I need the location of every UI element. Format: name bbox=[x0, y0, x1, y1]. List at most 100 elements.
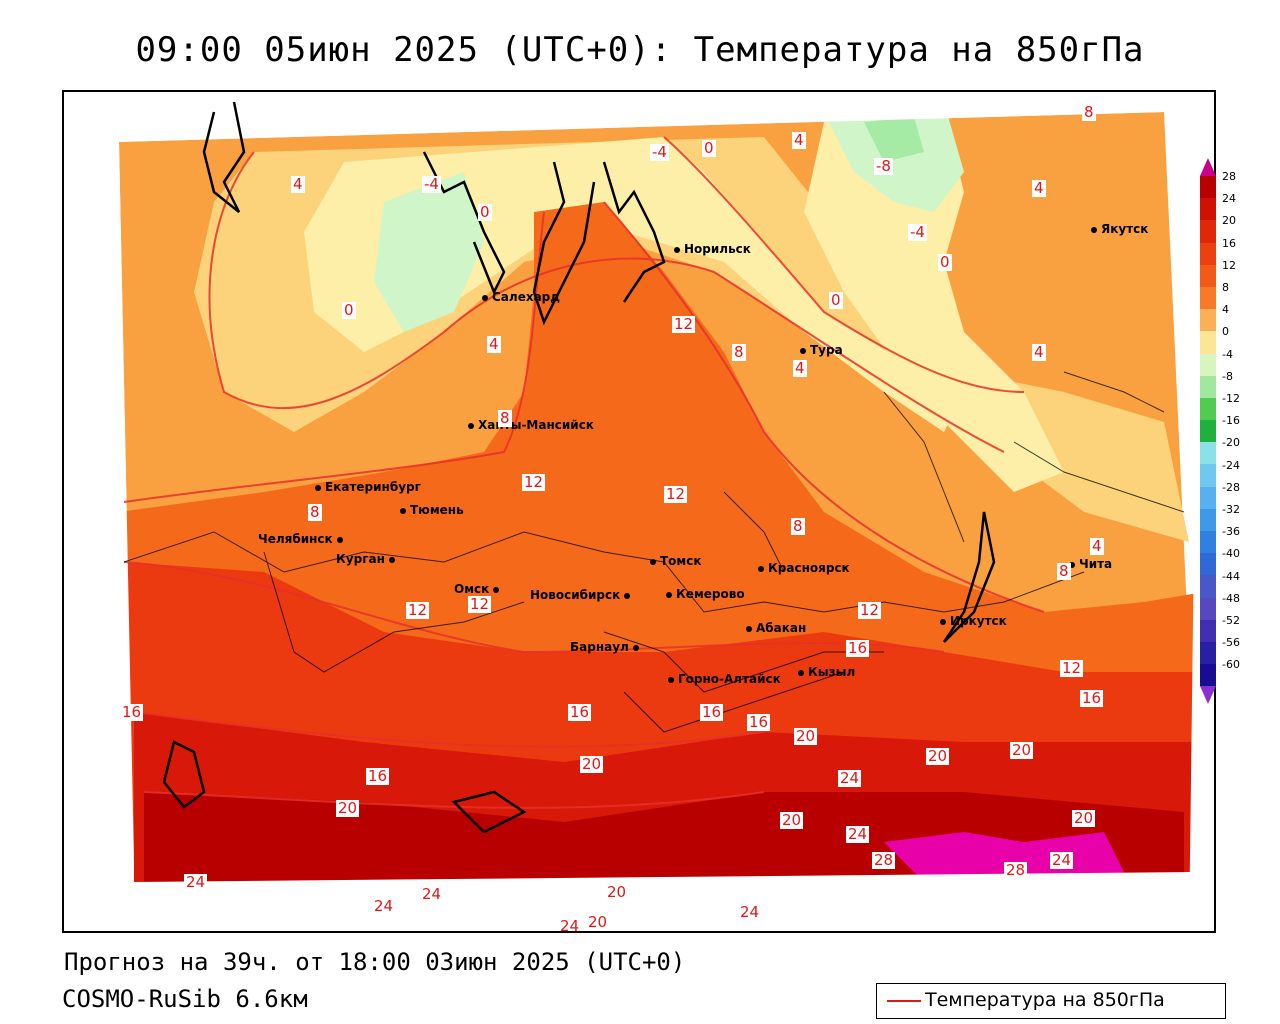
city-chelyabinsk: Челябинск bbox=[258, 532, 347, 546]
legend-box: Температура на 850гПа bbox=[876, 983, 1226, 1019]
city-marker-icon bbox=[315, 484, 321, 491]
contour-label: 4 bbox=[1032, 179, 1046, 197]
contour-label: 8 bbox=[1082, 103, 1096, 121]
contour-label: 16 bbox=[366, 767, 390, 785]
city-marker-icon bbox=[668, 676, 674, 683]
contour-label: 12 bbox=[664, 485, 688, 503]
colorbar-bottom-arrow bbox=[1200, 686, 1216, 705]
colorbar-segment bbox=[1200, 641, 1216, 665]
city-marker-icon bbox=[746, 625, 752, 632]
colorbar-tick-label: -20 bbox=[1222, 436, 1240, 450]
city-marker-icon bbox=[674, 246, 680, 253]
contour-label: 8 bbox=[732, 343, 746, 361]
contour-label: 20 bbox=[780, 811, 804, 829]
colorbar-segment bbox=[1200, 508, 1216, 531]
contour-label: 4 bbox=[487, 335, 501, 353]
colorbar-segment bbox=[1200, 464, 1216, 487]
contour-label: 16 bbox=[568, 703, 592, 721]
band-tm8 bbox=[864, 117, 924, 162]
city-marker-icon bbox=[800, 347, 806, 354]
colorbar-segment bbox=[1200, 486, 1216, 509]
contour-label: 12 bbox=[406, 601, 430, 619]
city-tyumen: Тюмень bbox=[400, 503, 464, 517]
contour-label: 28 bbox=[872, 851, 896, 869]
contour-label: 12 bbox=[1060, 659, 1084, 677]
city-marker-icon bbox=[468, 422, 474, 429]
contour-label: 12 bbox=[522, 473, 546, 491]
contour-label: 16 bbox=[120, 703, 144, 721]
contour-label: 12 bbox=[672, 315, 696, 333]
city-yakutsk: Якутск bbox=[1091, 222, 1148, 236]
contour-label: -8 bbox=[874, 157, 893, 175]
city-marker-icon bbox=[400, 507, 406, 514]
colorbar-tick-label: -32 bbox=[1222, 503, 1240, 516]
contour-label: 4 bbox=[792, 131, 806, 149]
colorbar-segment bbox=[1200, 420, 1216, 443]
contour-label: 24 bbox=[420, 885, 444, 903]
colorbar-segment bbox=[1200, 331, 1216, 354]
contour-label: 24 bbox=[372, 897, 396, 915]
colorbar-segment bbox=[1200, 242, 1216, 265]
colorbar-top-arrow bbox=[1200, 158, 1216, 176]
colorbar-segment bbox=[1200, 309, 1216, 332]
contour-label: 24 bbox=[1050, 851, 1074, 869]
contour-label: 4 bbox=[793, 359, 807, 377]
contour-label: 24 bbox=[738, 903, 762, 921]
city-salekhard: Салехард bbox=[482, 290, 560, 304]
city-marker-icon bbox=[1091, 226, 1097, 233]
city-marker-icon bbox=[482, 294, 488, 301]
contour-label: 4 bbox=[1032, 343, 1046, 361]
contour-label: 8 bbox=[791, 517, 805, 535]
colorbar-segment bbox=[1200, 353, 1216, 376]
temperature-field bbox=[64, 92, 1214, 931]
contour-label: 0 bbox=[938, 253, 952, 271]
colorbar-tick-label: 24 bbox=[1222, 192, 1236, 206]
colorbar-tick-label: -8 bbox=[1222, 369, 1233, 383]
contour-label: 24 bbox=[846, 825, 870, 843]
colorbar-tick-label: -4 bbox=[1222, 347, 1233, 361]
colorbar-segment bbox=[1200, 264, 1216, 287]
colorbar-segment bbox=[1200, 531, 1216, 554]
contour-label: -4 bbox=[908, 223, 927, 241]
colorbar-segment bbox=[1200, 176, 1216, 199]
colorbar-segment bbox=[1200, 286, 1216, 310]
colorbar-segments bbox=[1200, 176, 1216, 687]
colorbar-tick-label: -16 bbox=[1222, 414, 1240, 428]
colorbar-tick-label: -36 bbox=[1222, 525, 1240, 539]
colorbar-tick-label: -44 bbox=[1222, 569, 1240, 583]
city-chita: Чита bbox=[1069, 557, 1112, 571]
contour-label: 20 bbox=[794, 727, 818, 745]
contour-label: 20 bbox=[1072, 809, 1096, 827]
colorbar-segment bbox=[1200, 553, 1216, 576]
contour-label: 12 bbox=[468, 595, 492, 613]
city-krasnoyarsk: Красноярск bbox=[758, 561, 850, 575]
colorbar-tick-label: -48 bbox=[1222, 591, 1240, 605]
band-t0-east bbox=[804, 112, 1064, 492]
city-novosibirsk: Новосибирск bbox=[530, 588, 634, 602]
band-tm4-west bbox=[374, 172, 484, 332]
city-marker-icon bbox=[1069, 561, 1075, 568]
contour-label: 24 bbox=[558, 917, 582, 933]
contour-label: 8 bbox=[498, 409, 512, 427]
city-kurgan: Курган bbox=[336, 552, 399, 566]
forecast-info: Прогноз на 39ч. от 18:00 03июн 2025 (UTC… bbox=[64, 948, 686, 976]
city-marker-icon bbox=[758, 565, 764, 572]
colorbar-segment bbox=[1200, 397, 1216, 421]
colorbar-tick-label: 0 bbox=[1222, 325, 1229, 339]
city-marker-icon bbox=[798, 669, 804, 676]
contour-label: 20 bbox=[605, 883, 629, 901]
contour-label: 8 bbox=[1057, 562, 1071, 580]
contour-label: 12 bbox=[858, 601, 882, 619]
city-irkutsk: Иркутск bbox=[940, 614, 1007, 628]
map-title: 09:00 05июн 2025 (UTC+0): Температура на… bbox=[135, 30, 1145, 70]
contour-label: 0 bbox=[829, 291, 843, 309]
contour-label: -4 bbox=[422, 175, 441, 193]
city-kemerovo: Кемерово bbox=[666, 587, 745, 601]
colorbar-tick-label: -52 bbox=[1222, 614, 1240, 627]
contour-label: 8 bbox=[308, 503, 322, 521]
city-marker-icon bbox=[336, 536, 343, 543]
colorbar-tick-label: -40 bbox=[1222, 547, 1240, 561]
colorbar-tick-label: -56 bbox=[1222, 636, 1240, 650]
contour-label: 16 bbox=[700, 703, 724, 721]
city-marker-icon bbox=[493, 586, 500, 593]
